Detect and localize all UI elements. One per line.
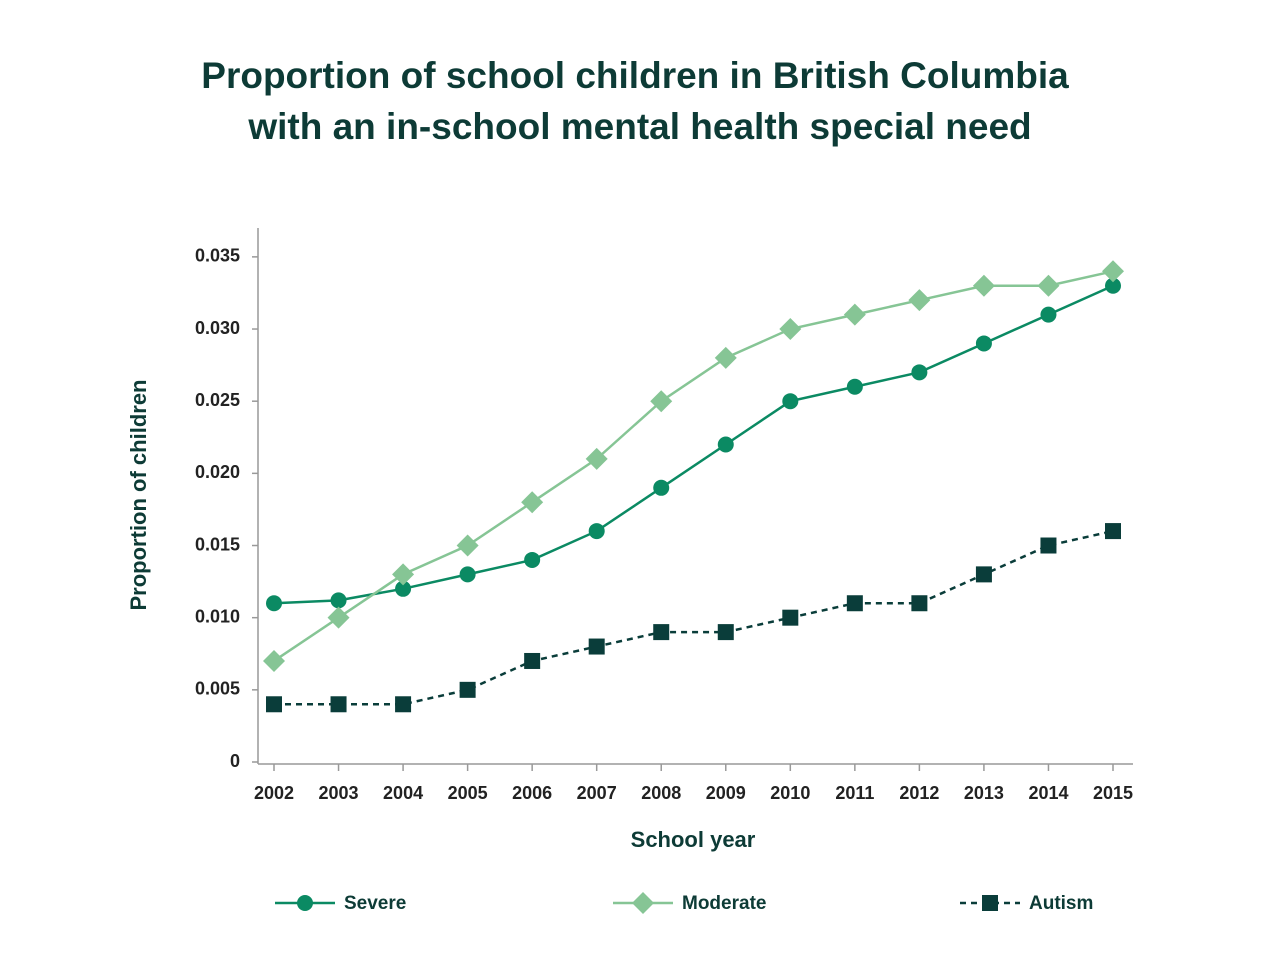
point	[714, 346, 737, 369]
x-tick-label: 2011	[835, 783, 874, 803]
x-tick-label: 2007	[577, 783, 617, 803]
point	[266, 595, 282, 612]
legend-label: Moderate	[682, 893, 766, 914]
point	[330, 592, 347, 609]
point	[588, 523, 605, 540]
point	[717, 624, 734, 641]
point	[843, 303, 866, 326]
y-axis-title: Proportion of children	[126, 380, 151, 611]
point	[330, 696, 347, 713]
point	[650, 390, 673, 413]
point	[392, 563, 415, 586]
y-tick-label: 0.030	[195, 318, 240, 338]
y-tick-label: 0.005	[195, 679, 240, 699]
point	[908, 289, 931, 312]
point	[779, 318, 802, 341]
point	[846, 595, 863, 612]
point	[395, 580, 412, 597]
x-tick-label: 2010	[770, 783, 810, 803]
y-tick-label: 0.020	[195, 462, 240, 482]
point	[782, 609, 799, 626]
series-line	[273, 270, 1114, 663]
point	[975, 566, 992, 583]
y-tick-label: 0.015	[195, 534, 240, 554]
point	[524, 652, 541, 669]
point	[1105, 523, 1121, 540]
x-axis-title: School year	[631, 827, 756, 852]
legend-marker	[632, 892, 654, 914]
legend-marker	[982, 895, 998, 911]
point	[911, 595, 928, 612]
point	[459, 681, 476, 698]
x-tick-label: 2013	[964, 783, 1004, 803]
point	[395, 696, 412, 713]
x-tick-label: 2009	[706, 783, 746, 803]
legend-label: Autism	[1029, 893, 1093, 914]
x-tick-label: 2008	[641, 783, 681, 803]
y-tick-label: 0.035	[195, 246, 240, 266]
series-line	[274, 529, 1114, 706]
point	[653, 479, 670, 496]
point	[521, 491, 544, 514]
point	[524, 551, 541, 568]
x-tick-label: 2005	[448, 783, 488, 803]
chart-subtitle: with an in-school mental health special …	[247, 106, 1031, 147]
x-tick-label: 2014	[1028, 783, 1068, 803]
point	[653, 624, 670, 641]
y-tick-label: 0.025	[195, 390, 240, 410]
x-tick-label: 2002	[254, 783, 294, 803]
series-line	[273, 284, 1114, 605]
point	[585, 447, 608, 470]
point	[911, 364, 928, 381]
point	[456, 534, 479, 557]
x-tick-label: 2006	[512, 783, 552, 803]
point	[717, 436, 734, 453]
y-tick-label: 0	[230, 751, 240, 771]
point	[1105, 277, 1121, 294]
x-tick-label: 2003	[319, 783, 359, 803]
point	[1037, 274, 1060, 297]
point	[1040, 537, 1057, 554]
point	[459, 566, 476, 583]
point	[975, 335, 992, 352]
y-tick-label: 0.010	[195, 606, 240, 626]
point	[1040, 306, 1057, 323]
point	[327, 606, 350, 629]
point	[588, 638, 605, 655]
point	[972, 274, 995, 297]
point	[263, 649, 285, 672]
point	[1102, 260, 1124, 283]
point	[266, 696, 282, 713]
legend-marker	[297, 895, 313, 911]
x-tick-label: 2012	[899, 783, 939, 803]
point	[782, 393, 799, 410]
chart-title: Proportion of school children in British…	[201, 55, 1069, 96]
x-tick-label: 2015	[1093, 783, 1133, 803]
legend-label: Severe	[344, 893, 406, 914]
point	[846, 378, 863, 395]
x-tick-label: 2004	[383, 783, 423, 803]
